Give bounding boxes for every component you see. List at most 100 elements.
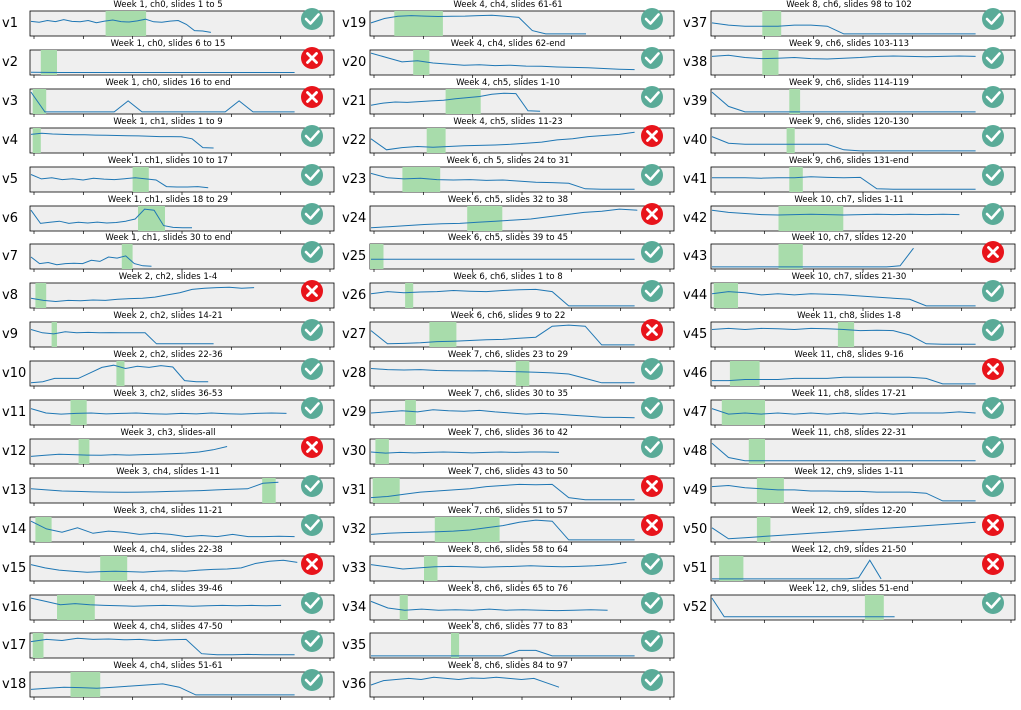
panel-plot <box>369 241 675 273</box>
series-line <box>711 135 976 152</box>
panel-label: v3 <box>2 93 18 109</box>
panel-background <box>710 243 1016 270</box>
panel-svg <box>29 552 335 584</box>
panel-v9: v9 Week 2, ch2, slides 14-21 <box>0 311 338 351</box>
panel-plot <box>29 85 335 117</box>
series-line <box>30 520 295 537</box>
series-line <box>370 561 627 570</box>
panel-title: Week 12, ch9, slides 51-end <box>789 583 909 594</box>
panel-v39: v39 Week 9, ch6, slides 114-119 <box>681 77 1019 117</box>
panel-plot <box>369 552 675 584</box>
panel-label: v31 <box>342 482 367 498</box>
panel-title: Week 1, ch0, slides 6 to 15 <box>110 38 226 49</box>
panel-background <box>29 127 335 154</box>
panel-title: Week 4, ch5, slides 1-10 <box>456 77 560 88</box>
panel-background <box>29 438 335 465</box>
panel-plot <box>710 202 1016 234</box>
panel-v45: v45 Week 11, ch8, slides 1-8 <box>681 311 1019 351</box>
highlight-region <box>864 594 884 620</box>
panel-title: Week 7, ch6, slides 51 to 57 <box>447 505 569 516</box>
panel-v49: v49 Week 12, ch9, slides 1-11 <box>681 467 1019 506</box>
panel-svg <box>369 474 675 506</box>
x-circle-icon <box>982 513 1004 536</box>
panel-label: v42 <box>683 210 708 226</box>
panel-label: v40 <box>683 132 708 148</box>
series-line <box>30 132 214 149</box>
panel-v23: v23 Week 6, ch 5, slides 24 to 31 <box>340 155 678 195</box>
panel-svg <box>710 85 1016 117</box>
panel-plot <box>29 552 335 584</box>
x-circle-icon <box>301 85 323 108</box>
panel-plot <box>29 202 335 234</box>
panel-title: Week 6, ch 5, slides 24 to 31 <box>446 155 570 166</box>
panel-label: v39 <box>683 93 708 109</box>
panel-svg <box>710 552 1016 584</box>
panel-v21: v21 Week 4, ch5, slides 1-10 <box>340 77 678 117</box>
series-line <box>30 559 298 573</box>
panel-v13: v13 Week 3, ch4, slides 1-11 <box>0 467 338 506</box>
panel-title: Week 4, ch4, slides 51-61 <box>113 661 223 672</box>
highlight-region <box>467 205 503 231</box>
panel-plot <box>710 591 1016 623</box>
highlight-region <box>132 166 149 192</box>
panel-background <box>710 127 1016 154</box>
series-line <box>370 208 638 228</box>
series-line <box>30 445 228 457</box>
panel-plot <box>710 46 1016 78</box>
panel-svg <box>29 474 335 506</box>
panel-title: Week 9, ch6, slides 120-130 <box>788 116 910 127</box>
series-line <box>30 208 192 228</box>
panel-title: Week 9, ch6, slides 114-119 <box>788 77 910 88</box>
highlight-region <box>262 477 276 503</box>
series-line <box>30 91 295 113</box>
panel-label: v2 <box>2 54 18 70</box>
check-circle-icon <box>641 163 663 186</box>
panel-v19: v19 Week 4, ch4, slides 61-61 <box>340 0 678 39</box>
panel-title: Week 4, ch4, slides 22-38 <box>113 544 223 555</box>
panel-label: v29 <box>342 405 367 420</box>
panel-v38: v38 Week 9, ch6, slides 103-113 <box>681 39 1019 78</box>
panel-label: v14 <box>2 521 27 537</box>
panel-plot <box>369 46 675 78</box>
panel-v35: v35 Week 8, ch6, slides 77 to 83 <box>340 622 678 662</box>
panel-svg <box>29 669 335 701</box>
panel-plot <box>29 280 335 312</box>
panel-background <box>29 321 335 348</box>
panel-background <box>710 88 1016 115</box>
panel-plot <box>369 513 675 545</box>
panel-plot <box>369 124 675 156</box>
series-line <box>30 408 287 415</box>
check-circle-icon <box>641 397 663 419</box>
check-circle-icon <box>641 85 663 108</box>
panel-title: Week 8, ch6, slides 58 to 64 <box>447 544 569 555</box>
panel-plot <box>710 474 1016 506</box>
panel-plot <box>29 591 335 623</box>
series-line <box>371 650 635 657</box>
panel-svg <box>29 319 335 351</box>
panel-svg <box>369 435 675 467</box>
panel-v4: v4 Week 1, ch1, slides 1 to 9 <box>0 117 338 156</box>
panel-plot <box>710 552 1016 584</box>
panel-label: v16 <box>2 599 27 615</box>
panel-v15: v15 Week 4, ch4, slides 22-38 <box>0 544 338 584</box>
panel-svg <box>710 358 1016 390</box>
check-circle-icon <box>641 46 663 69</box>
highlight-region <box>429 322 457 348</box>
check-circle-icon <box>641 241 663 264</box>
check-circle-icon <box>982 280 1004 303</box>
panel-v29: v29 Week 7, ch6, slides 30 to 35 <box>340 389 678 428</box>
series-line <box>711 597 895 617</box>
panel-svg <box>710 124 1016 156</box>
panel-label: v6 <box>2 210 18 226</box>
panel-v1: v1 Week 1, ch0, slides 1 to 5 <box>0 0 338 39</box>
panel-label: v28 <box>342 366 367 382</box>
panel-plot <box>369 397 675 428</box>
x-circle-icon <box>641 513 663 536</box>
panel-svg <box>369 358 675 390</box>
panel-plot <box>29 124 335 156</box>
panel-plot <box>710 280 1016 312</box>
panel-plot <box>369 280 675 312</box>
check-circle-icon <box>301 591 323 614</box>
panel-plot <box>29 435 335 467</box>
series-line <box>30 638 295 656</box>
